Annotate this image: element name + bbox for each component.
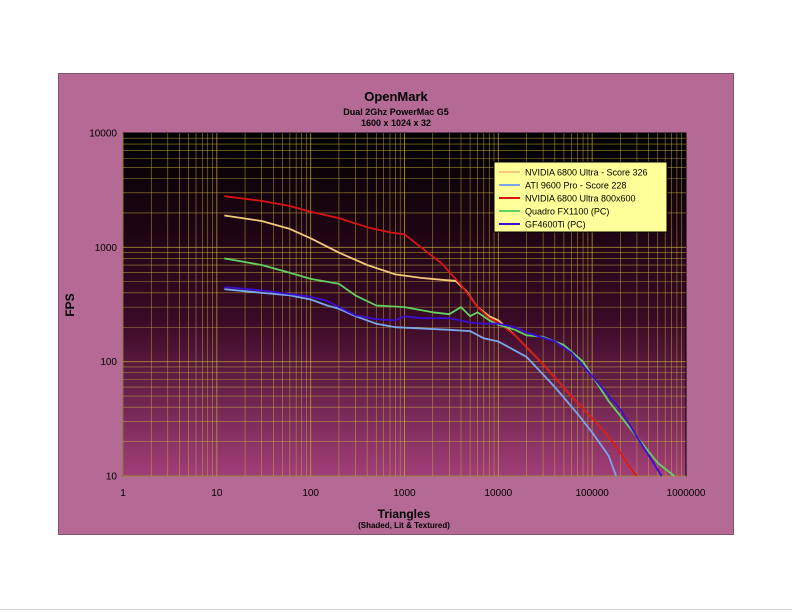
x-tick-label: 100 bbox=[302, 488, 319, 499]
chart-title: OpenMark bbox=[364, 89, 428, 104]
chart-subtitle-line-1: Dual 2Ghz PowerMac G5 bbox=[343, 107, 449, 117]
legend: NVIDIA 6800 Ultra - Score 326 ATI 9600 Pr… bbox=[493, 161, 668, 233]
y-tick-label: 100 bbox=[100, 357, 117, 368]
y-tick-label: 1000 bbox=[95, 243, 118, 254]
x-axis-ticks: 1 10 100 1000 10000 100000 1000000 bbox=[120, 488, 706, 499]
page-bottom-rule bbox=[0, 609, 792, 610]
y-tick-label: 10 bbox=[106, 472, 118, 483]
legend-label: ATI 9600 Pro - Score 228 bbox=[525, 181, 626, 191]
x-axis-subtitle: (Shaded, Lit & Textured) bbox=[358, 521, 450, 530]
legend-label: NVIDIA 6800 Ultra 800x600 bbox=[525, 194, 636, 204]
series-line-3 bbox=[224, 195, 638, 477]
series-lines bbox=[224, 195, 675, 477]
legend-label: Quadro FX1100 (PC) bbox=[525, 207, 609, 217]
legend-label: GF4600Ti (PC) bbox=[525, 220, 586, 230]
series-line-4 bbox=[224, 257, 675, 477]
x-tick-label: 100000 bbox=[575, 488, 609, 499]
y-axis-ticks: 10 100 1000 10000 bbox=[89, 129, 117, 483]
x-axis-title: Triangles bbox=[378, 507, 431, 521]
chart-subtitle-line-2: 1600 x 1024 x 32 bbox=[361, 118, 431, 128]
x-tick-label: 10 bbox=[211, 488, 223, 499]
series-line-5 bbox=[224, 286, 663, 477]
x-tick-label: 1000000 bbox=[667, 488, 706, 499]
legend-label: NVIDIA 6800 Ultra - Score 326 bbox=[525, 168, 648, 178]
y-axis-title: FPS bbox=[63, 293, 77, 316]
legend-box bbox=[493, 161, 668, 233]
x-tick-label: 10000 bbox=[484, 488, 512, 499]
y-tick-label: 10000 bbox=[89, 129, 117, 140]
series-line-2 bbox=[224, 288, 617, 477]
x-tick-label: 1000 bbox=[393, 488, 416, 499]
x-tick-label: 1 bbox=[120, 488, 126, 499]
